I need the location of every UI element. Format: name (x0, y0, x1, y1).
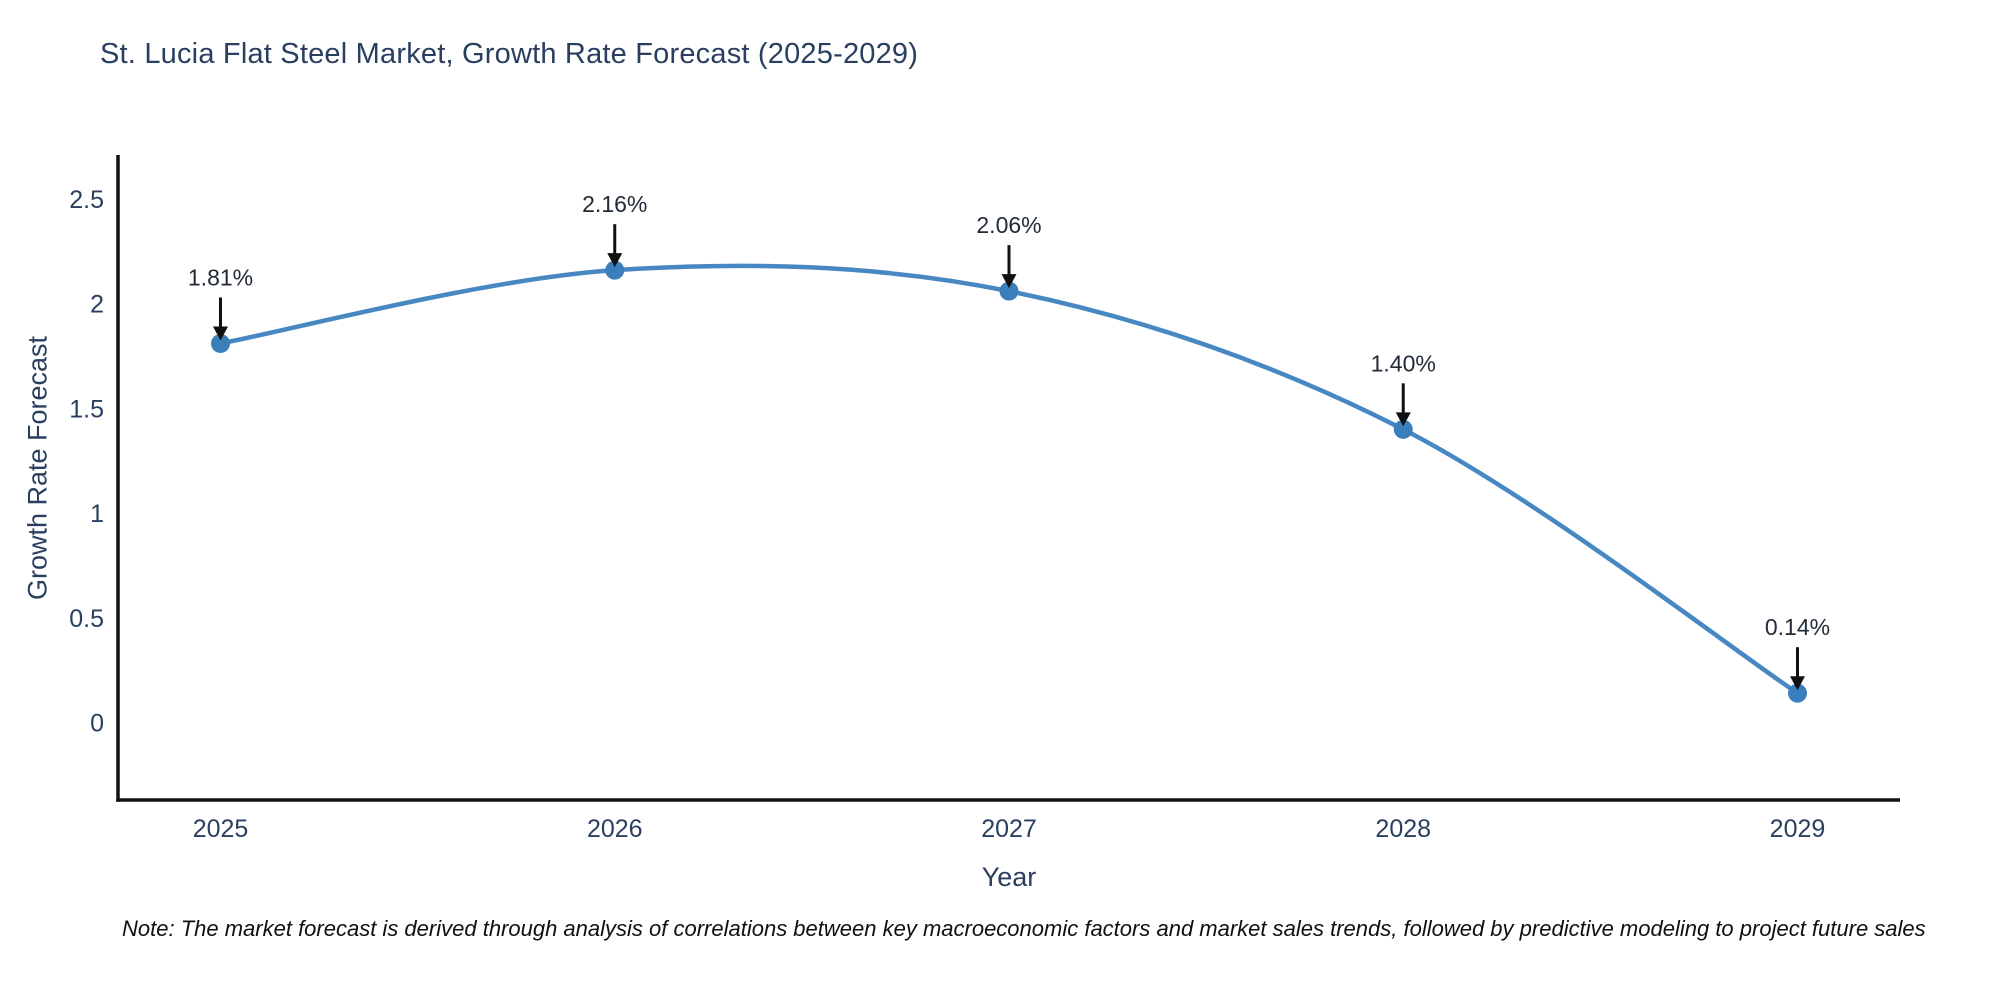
x-axis-title: Year (981, 862, 1037, 892)
annotation-arrowhead-icon (213, 326, 229, 341)
data-point (1393, 419, 1413, 439)
x-tick-label: 2028 (1375, 815, 1431, 843)
annotation-arrowhead-icon (1789, 676, 1805, 691)
annotation-arrowhead-icon (1001, 274, 1017, 289)
y-tick-label: 2 (90, 291, 104, 319)
data-point-label: 2.06% (976, 212, 1041, 238)
data-point-label: 0.14% (1765, 614, 1830, 640)
data-point (605, 260, 625, 280)
x-tick-label: 2026 (587, 815, 643, 843)
x-tick-label: 2029 (1770, 815, 1826, 843)
data-point (211, 333, 231, 353)
data-point (999, 281, 1019, 301)
forecast-line (218, 263, 1800, 696)
data-point-label: 1.40% (1371, 350, 1436, 376)
x-tick-label: 2025 (193, 815, 249, 843)
annotation-arrowhead-icon (607, 253, 623, 268)
y-tick-label: 1 (90, 500, 104, 528)
y-tick-label: 0.5 (69, 605, 104, 633)
y-tick-label: 1.5 (69, 395, 104, 423)
y-tick-label: 0 (90, 710, 104, 738)
x-tick-label: 2027 (981, 815, 1037, 843)
data-point-label: 1.81% (188, 264, 253, 290)
chart-title: St. Lucia Flat Steel Market, Growth Rate… (100, 38, 919, 70)
data-point (1787, 683, 1807, 703)
y-tick-label: 2.5 (69, 186, 104, 214)
footnote: Note: The market forecast is derived thr… (122, 916, 1926, 941)
data-point-label: 2.16% (582, 191, 647, 217)
annotation-arrowhead-icon (1395, 412, 1411, 427)
